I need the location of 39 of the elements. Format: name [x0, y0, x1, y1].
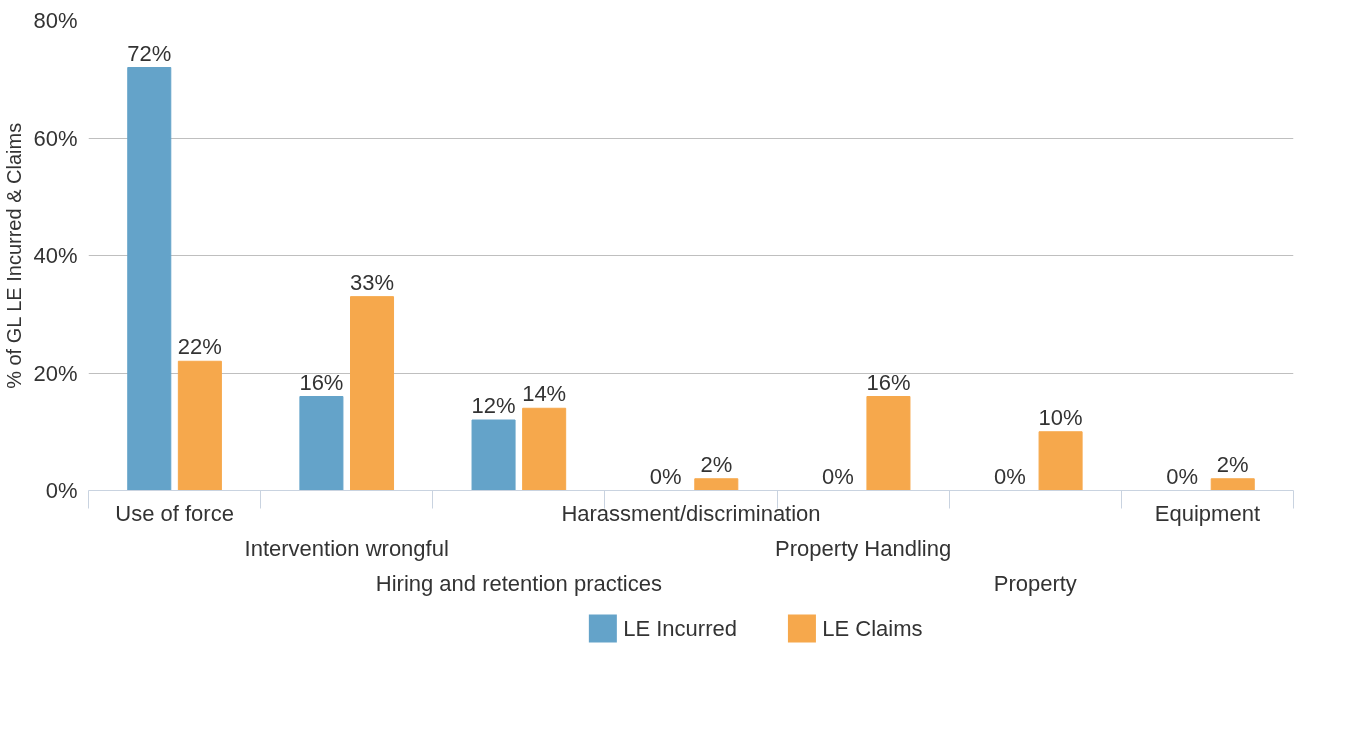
x-tick-label: Use of force	[115, 500, 234, 526]
x-tick-label: Hiring and retention practices	[375, 570, 662, 596]
data-label: 0%	[649, 463, 682, 489]
data-label: 16%	[299, 369, 344, 395]
y-axis-title: % of GL LE Incurred & Claims	[3, 122, 26, 389]
legend-label: LE Incurred	[623, 616, 737, 641]
data-label: 2%	[700, 451, 733, 477]
bar	[177, 360, 222, 491]
data-label: 22%	[177, 334, 222, 360]
bar	[127, 67, 172, 491]
data-label: 16%	[866, 369, 911, 395]
x-tick-label: Equipment	[1154, 500, 1261, 526]
bar	[866, 396, 911, 491]
legend-label: LE Claims	[822, 616, 923, 641]
x-tick-label: Harassment/discrimination	[561, 500, 821, 526]
x-tick-label: Property	[993, 570, 1077, 596]
y-tick-label: 0%	[45, 478, 78, 503]
y-tick-label: 80%	[33, 8, 78, 33]
data-label: 72%	[127, 40, 172, 66]
bar	[471, 419, 516, 491]
x-tick-label: Intervention wrongful	[244, 535, 449, 561]
y-tick-label: 60%	[33, 125, 78, 151]
data-label: 12%	[471, 393, 516, 418]
bar	[299, 396, 344, 491]
x-tick-label: Property Handling	[775, 535, 952, 561]
y-tick-label: 20%	[33, 360, 78, 386]
bar	[522, 407, 567, 491]
bar	[350, 296, 395, 491]
bar	[1038, 431, 1083, 491]
data-label: 2%	[1216, 451, 1249, 477]
data-label: 0%	[994, 463, 1026, 489]
y-tick-label: 40%	[33, 243, 78, 268]
bar	[694, 478, 739, 491]
data-label: 33%	[350, 269, 395, 295]
bar	[1210, 478, 1255, 491]
data-label: 0%	[1166, 463, 1199, 489]
data-label: 0%	[821, 463, 854, 489]
data-label: 10%	[1038, 404, 1083, 430]
data-label: 14%	[522, 381, 567, 407]
